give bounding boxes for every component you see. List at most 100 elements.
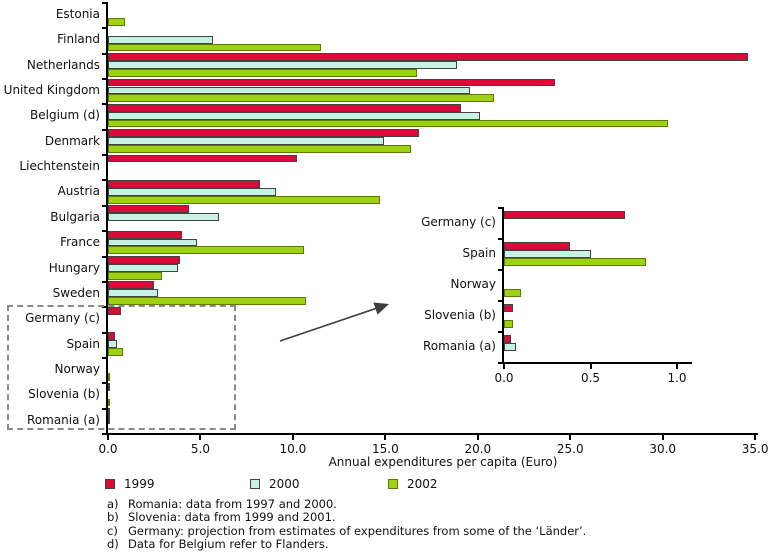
bar-2002-austria <box>108 195 380 204</box>
footnote-c-text: Germany: projection from estimates of ex… <box>128 523 587 538</box>
bar-1999-netherlands <box>108 53 748 62</box>
main-category-label-denmark: Denmark <box>44 133 100 148</box>
bar-2002-finland <box>108 43 321 52</box>
inset-x-tick <box>503 364 505 369</box>
x-axis-title: Annual expenditures per capita (Euro) <box>328 455 558 469</box>
bar-2002-slovenia-b <box>504 319 513 328</box>
main-chart: 0.0 5.0 10.0 15.0 20.0 25.0 30.0 35.0 Estonia Fin… <box>3 2 768 456</box>
bar-2000-hungary <box>108 263 179 272</box>
footnote-b: b) Slovenia: data from 1999 and 2001. <box>107 510 336 524</box>
main-y-tick <box>102 154 106 157</box>
inset-y-tick <box>498 362 502 364</box>
inset-x-tick-label: 0.0 <box>494 371 514 385</box>
bar-2000-france <box>108 238 197 247</box>
legend-swatch-2000 <box>250 479 260 489</box>
inset-category-label-germany-c: Germany (c) <box>421 215 496 229</box>
bar-2000-spain <box>108 340 118 348</box>
bar-1999-united-kingdom <box>108 78 556 87</box>
inset-category-label-spain: Spain <box>462 246 496 260</box>
main-x-tick-label: 15.0 <box>371 442 399 456</box>
main-category-label-slovenia-b: Slovenia (b) <box>28 387 100 402</box>
inset-y-tick <box>498 300 502 302</box>
bar-2000-finland <box>108 35 214 44</box>
main-x-tick <box>476 435 479 440</box>
main-x-tick-label: 20.0 <box>464 442 492 456</box>
legend-label-2000: 2000 <box>269 477 300 491</box>
inset-y-tick <box>498 331 502 333</box>
legend-item-2000: 2000 <box>250 477 300 491</box>
main-y-tick <box>102 230 106 233</box>
main-y-tick <box>102 306 106 309</box>
main-category-label-hungary: Hungary <box>48 260 100 275</box>
main-x-tick-label: 5.0 <box>190 442 210 456</box>
main-y-tick <box>102 2 106 4</box>
inset-category-label-norway: Norway <box>450 277 496 291</box>
bar-2000-spain <box>504 249 591 258</box>
legend-swatch-2002 <box>388 479 398 489</box>
main-category-label-netherlands: Netherlands <box>26 57 100 72</box>
footnote-a-text: Romania: data from 1997 and 2000. <box>128 497 337 511</box>
bar-2000-sweden <box>108 289 158 298</box>
main-category-label-bulgaria: Bulgaria <box>50 209 100 224</box>
inset-y-axis <box>502 207 504 364</box>
main-category-label-austria: Austria <box>57 184 100 199</box>
footnote-a: a) Romania: data from 1997 and 2000. <box>107 497 337 511</box>
main-y-tick <box>102 179 106 182</box>
main-y-tick <box>102 204 106 207</box>
bar-1999-hungary <box>108 256 181 264</box>
main-category-label-finland: Finland <box>57 32 100 47</box>
bar-2002-spain <box>108 347 124 356</box>
bar-2000-united-kingdom <box>108 86 471 95</box>
main-x-tick-label: 30.0 <box>649 442 677 456</box>
main-y-tick <box>102 103 106 106</box>
bar-2002-denmark <box>108 145 412 153</box>
main-x-axis <box>106 433 758 435</box>
main-y-tick <box>102 356 106 359</box>
bar-2002-sweden <box>108 297 306 305</box>
footnote-d-text: Data for Belgium refer to Flanders. <box>128 537 329 552</box>
footnote-d: d) Data for Belgium refer to Flanders. <box>107 537 329 551</box>
bar-1999-sweden <box>108 281 155 290</box>
bar-2002-united-kingdom <box>108 94 495 103</box>
main-y-tick <box>102 78 106 81</box>
footnote-a-marker: a) <box>107 497 119 511</box>
inset-x-tick <box>676 364 678 369</box>
main-category-label-united-kingdom: United Kingdom <box>3 83 100 98</box>
bar-1999-bulgaria <box>108 205 190 214</box>
inset-y-tick <box>498 269 502 271</box>
footnote-b-marker: b) <box>107 510 119 525</box>
main-x-tick-label: 0.0 <box>98 442 118 456</box>
bar-2002-estonia <box>108 18 125 27</box>
main-x-tick <box>661 435 664 440</box>
legend-label-1999: 1999 <box>124 477 155 491</box>
bar-2002-norway <box>504 288 522 297</box>
footnote-c: c) Germany: projection from estimates of … <box>107 524 586 538</box>
footnote-d-marker: d) <box>107 537 119 552</box>
main-y-tick <box>102 382 106 385</box>
bar-1999-austria <box>108 180 260 188</box>
bar-2002-netherlands <box>108 69 417 77</box>
main-x-tick <box>107 435 109 440</box>
inset-x-axis <box>502 362 692 364</box>
main-category-label-spain: Spain <box>66 336 100 351</box>
bar-1999-belgium-d <box>108 104 462 112</box>
bar-1999-germany-c <box>108 306 121 315</box>
inset-x-tick <box>589 364 592 369</box>
bar-2000-denmark <box>108 137 384 145</box>
inset-y-tick <box>498 238 502 240</box>
main-x-tick-label: 25.0 <box>556 442 584 456</box>
bar-1999-germany-c <box>504 210 626 219</box>
main-x-tick-label: 35.0 <box>741 442 768 456</box>
main-x-tick <box>199 435 202 440</box>
main-y-tick <box>102 280 106 283</box>
main-y-tick <box>102 128 106 131</box>
main-category-label-belgium-d: Belgium (d) <box>30 108 100 123</box>
main-category-label-sweden: Sweden <box>52 285 100 300</box>
bar-2002-france <box>108 246 304 255</box>
bar-2002-belgium-d <box>108 119 669 128</box>
main-y-tick <box>102 52 106 55</box>
main-x-tick-label: 10.0 <box>279 442 307 456</box>
bar-2000-austria <box>108 187 277 196</box>
bar-1999-spain <box>108 332 116 340</box>
